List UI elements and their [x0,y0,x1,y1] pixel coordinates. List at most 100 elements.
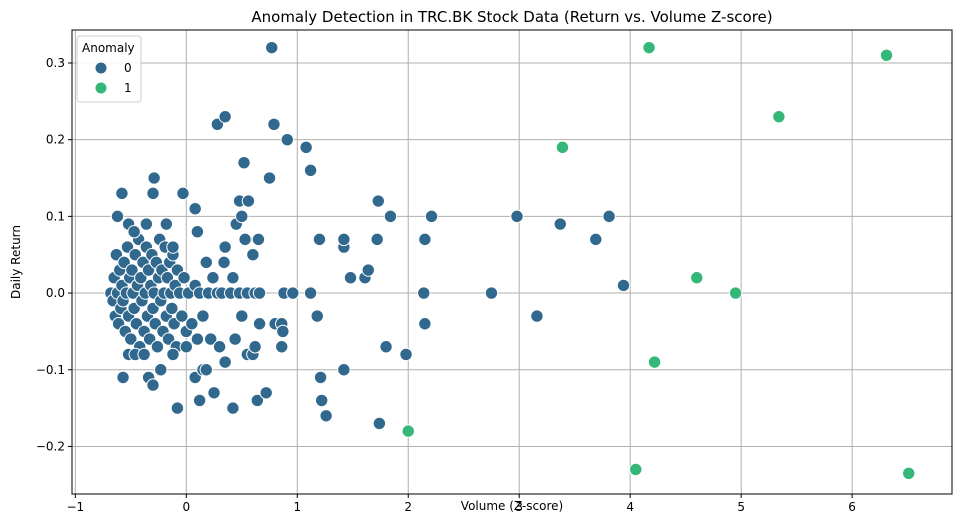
data-point-anomaly-0 [241,194,256,208]
data-point-anomaly-1 [401,424,415,438]
data-point-anomaly-0 [218,240,232,254]
legend-box [76,35,142,103]
data-point-anomaly-0 [252,286,267,300]
data-point-anomaly-0 [147,171,161,185]
data-point-anomaly-0 [370,232,384,247]
y-axis-ticks: −0.2 −0.1 0.0 0.1 0.2 0.3 [36,56,72,453]
data-point-anomaly-0 [218,355,232,369]
data-point-anomaly-1 [642,40,656,55]
data-point-anomaly-0 [199,255,213,270]
y-tick-label: 0.1 [46,209,65,223]
data-point-anomaly-0 [303,286,318,300]
data-point-anomaly-0 [206,271,220,285]
x-tick-label: 1 [293,500,301,514]
y-tick-label: 0.3 [46,56,65,70]
data-point-anomaly-0 [238,232,252,247]
data-point-anomaly-0 [235,209,249,224]
data-point-anomaly-0 [280,132,294,147]
data-point-anomaly-1 [772,109,786,124]
data-point-anomaly-0 [190,332,205,346]
x-tick-label: 4 [626,500,634,514]
data-point-anomaly-0 [589,232,603,247]
data-point-anomaly-0 [310,309,324,323]
data-point-anomaly-0 [252,317,267,331]
data-point-anomaly-0 [399,347,413,362]
x-tick-label: 0 [182,500,190,514]
y-axis-label: Daily Return [9,225,23,299]
x-tick-label: 6 [848,500,856,514]
data-point-anomaly-0 [176,186,190,201]
data-point-anomaly-0 [484,286,499,300]
data-point-anomaly-0 [124,332,138,346]
data-point-anomaly-0 [217,255,231,270]
data-point-anomaly-0 [530,309,544,323]
data-point-anomaly-0 [196,309,210,323]
data-point-anomaly-0 [418,317,432,331]
data-point-anomaly-0 [275,340,289,354]
x-axis-label: Volume (Z-score) [461,499,563,513]
data-point-anomaly-0 [343,271,358,285]
x-tick-label: 3 [515,500,523,514]
data-point-anomaly-0 [262,171,277,185]
data-point-anomaly-0 [146,186,160,201]
data-point-anomaly-0 [125,263,139,277]
x-tick-label: 5 [737,500,745,514]
data-point-anomaly-0 [218,109,232,124]
data-point-anomaly-0 [127,225,141,239]
data-point-anomaly-0 [170,401,185,415]
data-point-anomaly-1 [879,48,894,63]
y-tick-label: 0.2 [46,133,65,147]
data-point-anomaly-0 [166,347,180,362]
data-point-anomaly-0 [185,317,199,331]
data-point-anomaly-0 [303,163,318,178]
data-point-anomaly-0 [246,248,260,262]
data-point-anomaly-0 [510,209,524,224]
data-point-anomaly-0 [116,370,130,385]
data-point-anomaly-0 [299,140,313,155]
data-point-anomaly-0 [383,209,398,224]
data-point-anomaly-0 [553,217,567,231]
data-point-anomaly-0 [175,309,189,323]
data-point-anomaly-0 [259,386,273,400]
data-point-anomaly-0 [139,217,154,231]
data-point-anomaly-0 [226,401,240,415]
data-point-anomaly-0 [424,209,439,224]
legend: Anomaly 0 1 [76,35,142,103]
data-point-anomaly-0 [199,363,213,377]
data-point-anomaly-1 [690,271,704,285]
legend-label-0: 0 [124,61,132,75]
data-point-anomaly-0 [286,286,300,300]
data-point-anomaly-0 [177,271,191,285]
data-point-anomaly-0 [418,232,432,247]
data-point-anomaly-1 [647,355,662,369]
data-point-anomaly-0 [159,217,174,231]
data-point-anomaly-0 [188,201,202,216]
data-point-anomaly-0 [267,117,281,132]
data-point-anomaly-0 [361,263,375,277]
data-point-anomaly-0 [150,340,165,354]
x-tick-label: 2 [404,500,412,514]
data-point-anomaly-0 [154,363,168,377]
legend-label-1: 1 [124,81,132,95]
legend-marker-0 [94,61,108,75]
data-point-anomaly-0 [165,301,179,316]
data-point-anomaly-0 [228,332,242,346]
data-point-anomaly-0 [212,340,227,354]
grid-lines [72,30,952,494]
y-tick-label: −0.2 [36,439,65,453]
data-point-anomaly-0 [190,225,205,239]
data-point-anomaly-0 [110,209,125,224]
data-point-anomaly-1 [629,462,643,477]
data-point-anomaly-0 [276,324,290,339]
data-point-anomaly-0 [146,378,160,392]
data-point-anomaly-0 [251,232,266,247]
data-point-anomaly-0 [250,393,265,408]
data-point-anomaly-1 [555,140,570,155]
data-point-anomaly-0 [313,370,328,385]
data-point-anomaly-0 [379,340,393,354]
x-tick-label: −1 [66,500,84,514]
y-tick-label: 0.0 [46,286,65,300]
data-point-anomaly-0 [192,393,207,408]
data-point-anomaly-1 [902,466,916,480]
